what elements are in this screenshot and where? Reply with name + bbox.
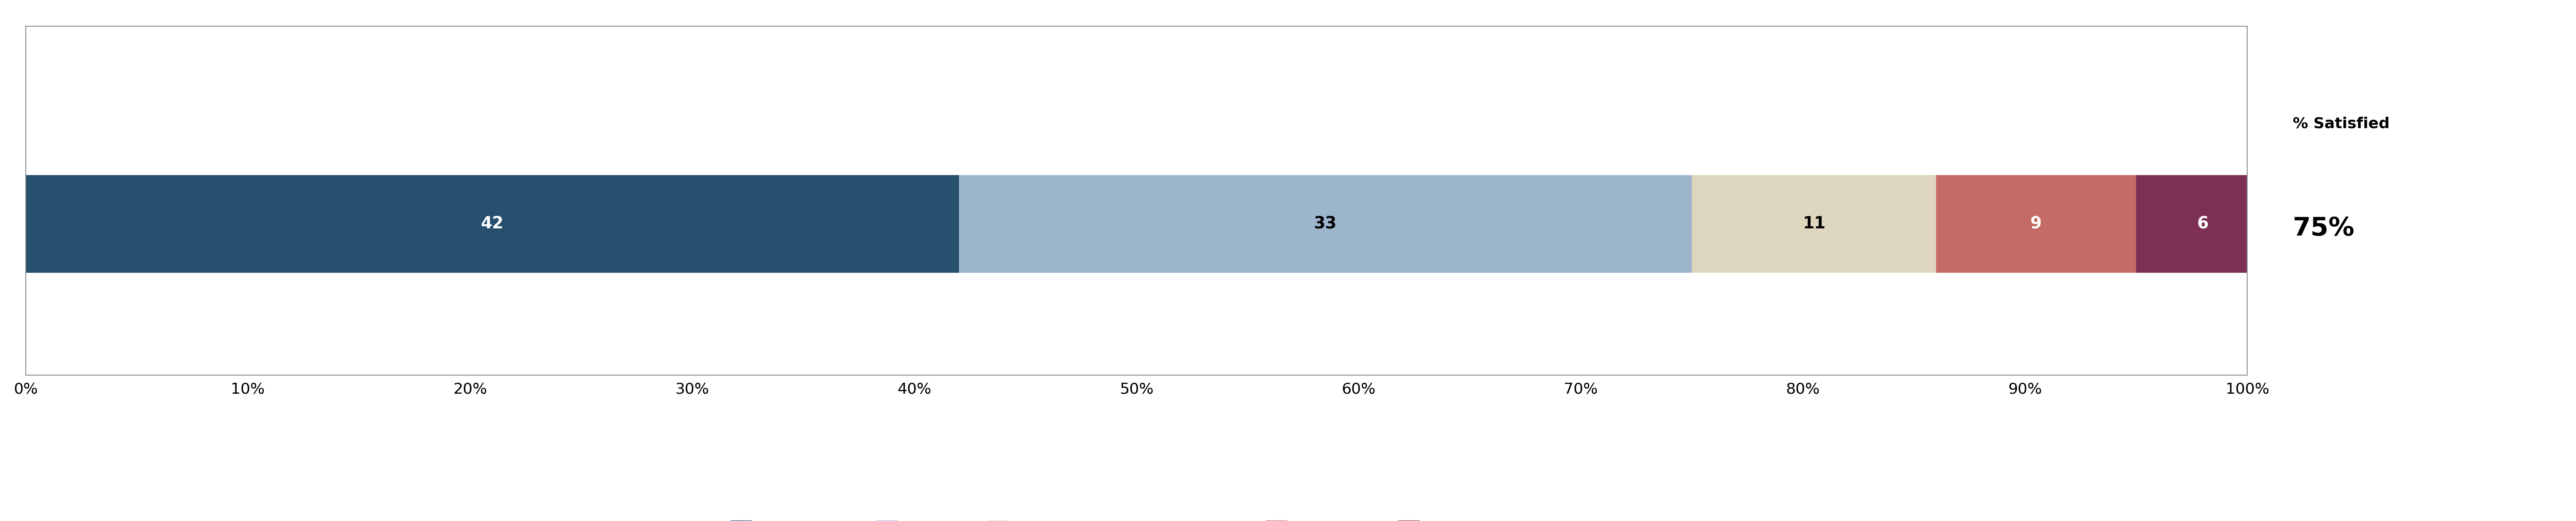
Bar	[1692, 175, 1937, 272]
Text: 11: 11	[1803, 216, 1826, 232]
Bar	[958, 175, 1692, 272]
Bar	[2136, 175, 2269, 272]
Legend: Very satisfied, Satisfied, Neither satisfied nor dissatisfied, Dissatisfied, Ver: Very satisfied, Satisfied, Neither satis…	[724, 515, 1548, 521]
Text: 6: 6	[2197, 216, 2208, 232]
Text: 9: 9	[2030, 216, 2043, 232]
Text: 42: 42	[482, 216, 505, 232]
Text: 75%: 75%	[2293, 216, 2354, 241]
Bar	[1937, 175, 2136, 272]
Text: 33: 33	[1314, 216, 1337, 232]
Bar	[26, 175, 958, 272]
Text: % Satisfied: % Satisfied	[2293, 117, 2391, 131]
